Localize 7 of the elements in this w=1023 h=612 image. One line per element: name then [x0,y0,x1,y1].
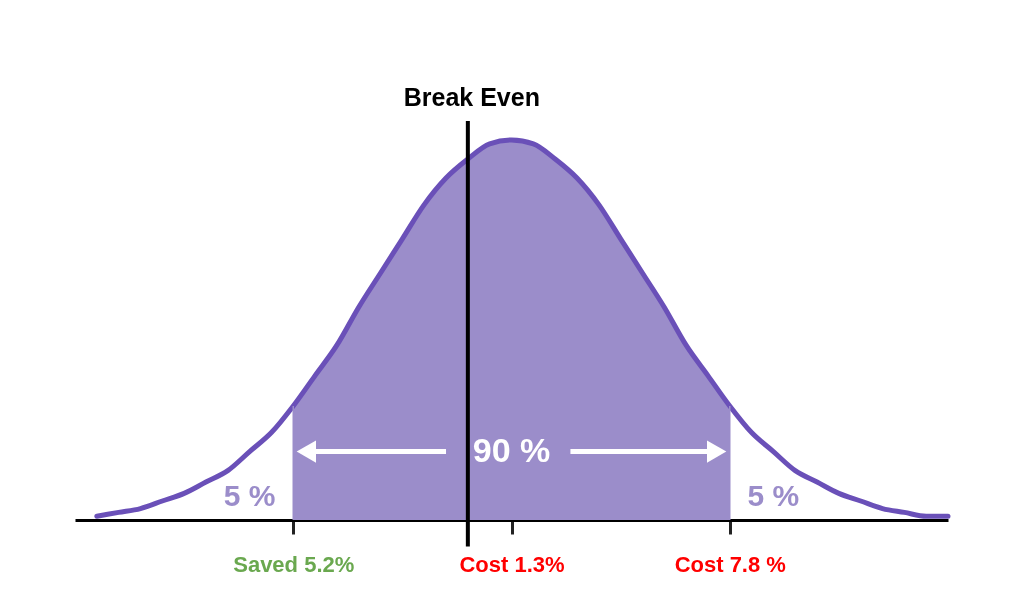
annotation: 90 % [472,430,551,469]
x-tick-label: Cost 7.8 % [674,551,786,577]
annotation: 5 % [747,479,800,513]
x-tick-label: Break Even [403,83,540,111]
annotation: 5 % [223,479,276,513]
x-tick-label: Cost 1.3% [459,551,565,577]
x-tick-label: Saved 5.2% [233,551,355,577]
